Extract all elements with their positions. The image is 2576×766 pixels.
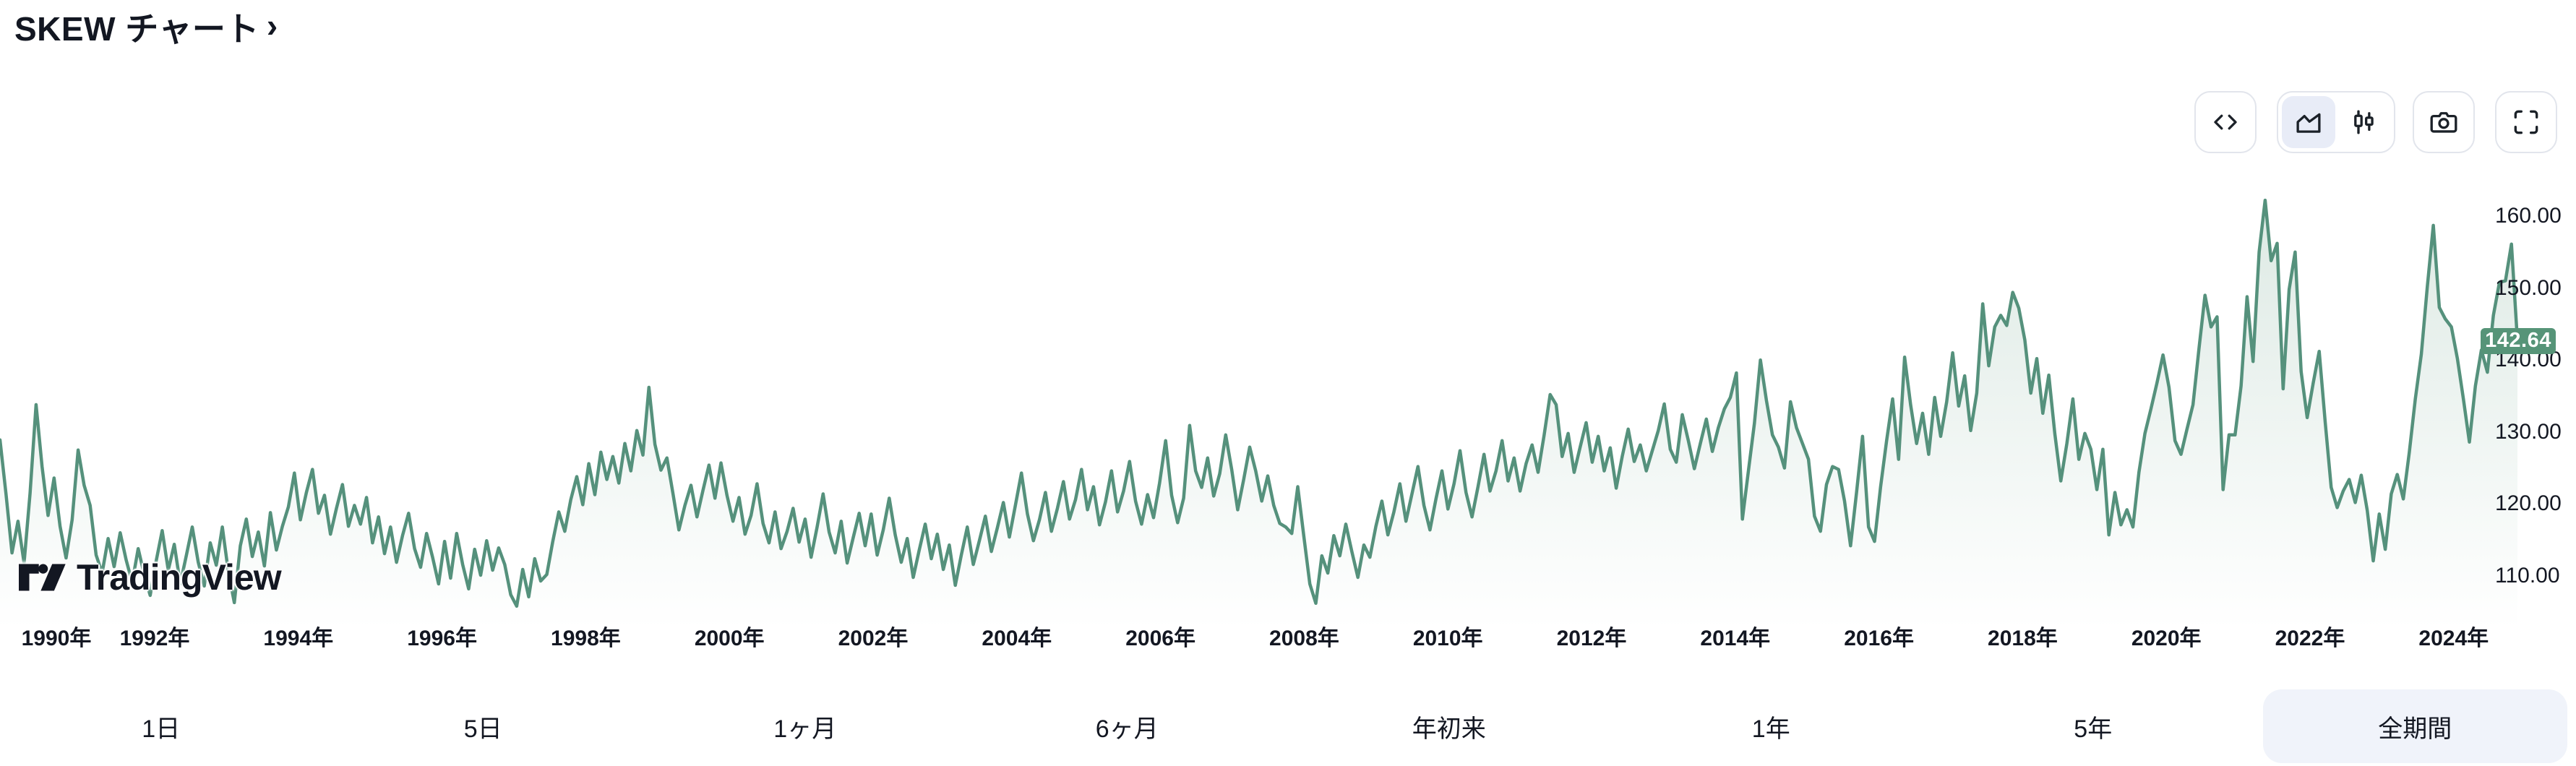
range-option[interactable]: 6ヶ月: [1095, 715, 1159, 743]
range-selector: 1日 5日 1ヶ月 6ヶ月 年初来 1年 5年 全期間: [0, 687, 2576, 766]
x-axis-label: 2020年: [2131, 627, 2202, 650]
area-fill: [0, 200, 2517, 629]
camera-icon: [2430, 112, 2457, 133]
x-axis-label: 2004年: [982, 627, 1052, 650]
range-option[interactable]: 5年: [2074, 715, 2113, 743]
page-title-text: SKEW チャート: [14, 10, 259, 48]
skew-line: [0, 198, 2520, 608]
x-axis-label: 1994年: [263, 627, 334, 650]
fullscreen-button[interactable]: [2495, 91, 2557, 153]
range-option[interactable]: 全期間: [2262, 689, 2567, 763]
x-axis-label: 1998年: [551, 627, 621, 650]
y-axis-label: 120.00: [2495, 491, 2562, 516]
page-title[interactable]: SKEW チャート ›: [14, 3, 278, 51]
chevron-right-icon: ›: [266, 7, 278, 44]
x-axis-label: 2022年: [2275, 627, 2345, 650]
range-option[interactable]: 年初来: [1412, 715, 1486, 743]
candlestick-style-button[interactable]: [2337, 96, 2390, 148]
tradingview-logo-text: TradingView: [77, 557, 282, 598]
y-axis-label: 130.00: [2495, 419, 2562, 444]
y-axis-label: 110.00: [2495, 564, 2560, 588]
tradingview-logo-icon: [19, 564, 66, 591]
snapshot-button[interactable]: [2413, 91, 2475, 153]
x-axis-label: 1996年: [407, 627, 477, 650]
range-option[interactable]: 1年: [1751, 715, 1790, 743]
candlestick-icon: [2354, 110, 2374, 134]
last-price-badge: 142.64: [2481, 327, 2556, 354]
y-axis-label: 150.00: [2495, 275, 2562, 300]
x-axis-label: 2000年: [694, 627, 765, 650]
tradingview-logo[interactable]: TradingView: [19, 556, 282, 598]
skew-series-svg: [0, 198, 2520, 629]
x-axis-label: 1992年: [119, 627, 190, 650]
embed-code-icon: [2214, 114, 2237, 130]
x-axis-label: 2024年: [2418, 627, 2489, 650]
x-axis-label: 2002年: [838, 627, 909, 650]
x-axis-label: 2008年: [1269, 627, 1339, 650]
x-axis-label: 1990年: [21, 627, 92, 650]
x-axis-label: 2012年: [1556, 627, 1627, 650]
range-option[interactable]: 1ヶ月: [773, 715, 837, 743]
x-axis-label: 2014年: [1700, 627, 1771, 650]
x-axis-label: 2006年: [1125, 627, 1195, 650]
y-axis-label: 160.00: [2495, 204, 2562, 228]
area-chart-style-button[interactable]: [2282, 96, 2335, 148]
x-axis-label: 2010年: [1412, 627, 1483, 650]
range-option[interactable]: 1日: [142, 715, 181, 743]
range-option[interactable]: 5日: [463, 715, 502, 743]
area-chart-icon: [2296, 113, 2321, 133]
chart-plot[interactable]: [0, 181, 2523, 629]
chart-style-switch: [2277, 91, 2395, 153]
embed-code-button[interactable]: [2194, 91, 2257, 153]
x-axis-label: 2016年: [1844, 627, 1914, 650]
x-axis-label: 2018年: [1988, 627, 2058, 650]
fullscreen-icon: [2514, 110, 2538, 134]
